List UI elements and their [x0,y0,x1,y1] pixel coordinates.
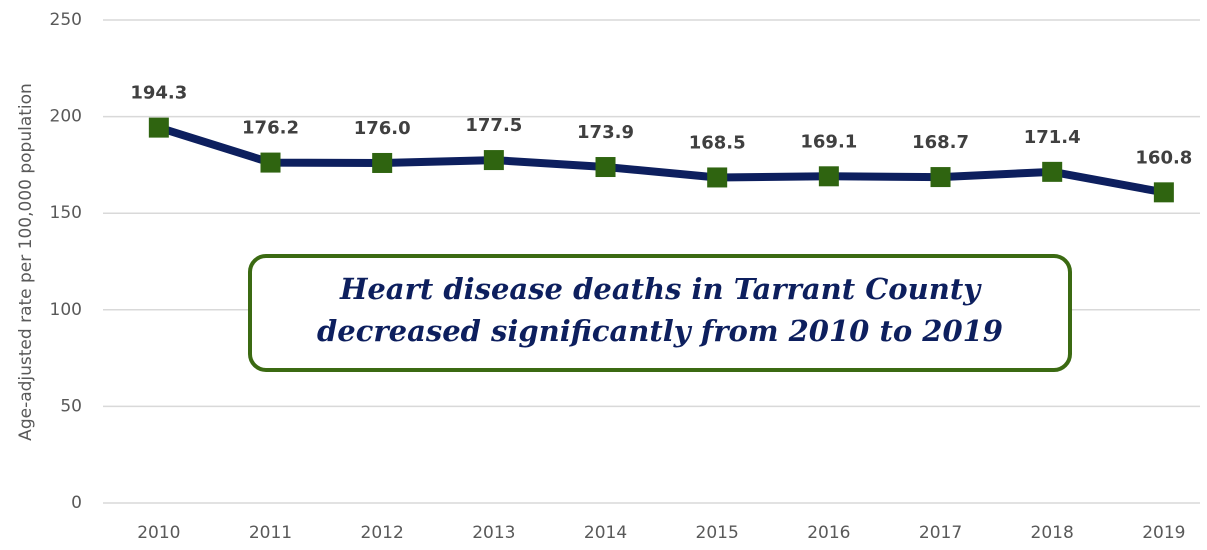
data-label: 176.0 [354,118,411,139]
data-marker [1153,182,1174,203]
data-marker [930,167,951,188]
annotation-box [248,254,1072,372]
data-marker [1042,161,1063,182]
y-tick-label: 250 [50,10,82,30]
data-label: 168.5 [689,132,746,153]
x-tick-label: 2014 [584,523,627,543]
data-marker [260,152,281,173]
x-tick-label: 2015 [696,523,739,543]
x-tick-label: 2017 [919,523,962,543]
x-tick-label: 2013 [472,523,515,543]
y-tick-label: 150 [50,203,82,223]
x-tick-label: 2011 [249,523,292,543]
x-tick-label: 2019 [1142,523,1185,543]
data-label: 176.2 [242,118,299,139]
data-label: 177.5 [465,115,522,136]
x-tick-label: 2016 [807,523,850,543]
x-tick-label: 2012 [361,523,404,543]
y-tick-label: 0 [71,493,82,513]
data-marker [707,167,728,188]
y-tick-label: 100 [50,300,82,320]
x-tick-label: 2010 [137,523,180,543]
y-axis-label: Age-adjusted rate per 100,000 population [16,83,36,441]
data-line [157,123,1165,197]
x-tick-label: 2018 [1031,523,1074,543]
data-label: 194.3 [130,83,187,104]
data-label: 169.1 [800,131,857,152]
data-label: 168.7 [912,132,969,153]
annotation-text: decreased significantly from 2010 to 201… [317,314,1003,348]
data-marker [148,117,169,138]
data-marker [483,150,504,171]
data-label: 160.8 [1135,147,1192,168]
annotation-text: Heart disease deaths in Tarrant County [339,272,982,306]
data-marker [595,157,616,178]
data-marker [818,166,839,187]
y-tick-label: 200 [50,107,82,127]
data-label: 173.9 [577,122,634,143]
data-marker [372,152,393,173]
data-label: 171.4 [1024,127,1081,148]
y-tick-label: 50 [60,396,82,416]
